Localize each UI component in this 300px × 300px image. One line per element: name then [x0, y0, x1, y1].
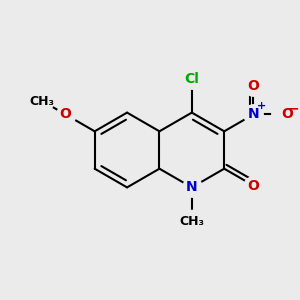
Text: O: O [60, 107, 71, 122]
Text: −: − [288, 102, 299, 116]
Text: N: N [186, 180, 198, 194]
Text: +: + [257, 101, 266, 111]
Text: Cl: Cl [184, 72, 199, 86]
Text: O: O [248, 178, 259, 193]
Text: CH₃: CH₃ [179, 214, 204, 228]
Text: N: N [248, 107, 259, 122]
Text: CH₃: CH₃ [30, 94, 55, 107]
Text: O: O [248, 80, 259, 93]
Text: O: O [281, 107, 293, 122]
